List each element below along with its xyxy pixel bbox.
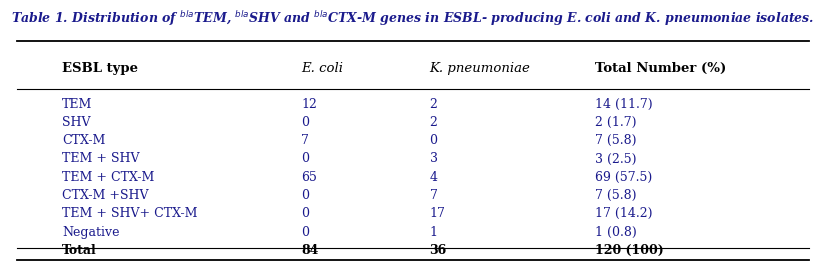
Text: 36: 36	[430, 244, 447, 257]
Text: 0: 0	[301, 226, 310, 239]
Text: 7 (5.8): 7 (5.8)	[595, 189, 636, 202]
Text: 2 (1.7): 2 (1.7)	[595, 116, 636, 129]
Text: 69 (57.5): 69 (57.5)	[595, 171, 652, 184]
Text: 14 (11.7): 14 (11.7)	[595, 98, 653, 111]
Text: Negative: Negative	[62, 226, 120, 239]
Text: 0: 0	[430, 134, 438, 147]
Text: 3 (2.5): 3 (2.5)	[595, 152, 636, 166]
Text: CTX-M: CTX-M	[62, 134, 106, 147]
Text: 7: 7	[301, 134, 310, 147]
Text: E. coli: E. coli	[301, 62, 344, 74]
Text: 17: 17	[430, 207, 445, 220]
Text: Table 1. Distribution of $^{bla}$TEM, $^{bla}$SHV and $^{bla}$CTX-M genes in ESB: Table 1. Distribution of $^{bla}$TEM, $^…	[12, 9, 814, 28]
Text: TEM + CTX-M: TEM + CTX-M	[62, 171, 154, 184]
Text: 120 (100): 120 (100)	[595, 244, 663, 257]
Text: 3: 3	[430, 152, 438, 166]
Text: 2: 2	[430, 116, 438, 129]
Text: 84: 84	[301, 244, 319, 257]
Text: TEM: TEM	[62, 98, 93, 111]
Text: 0: 0	[301, 207, 310, 220]
Text: 0: 0	[301, 189, 310, 202]
Text: 12: 12	[301, 98, 317, 111]
Text: Total Number (%): Total Number (%)	[595, 62, 726, 74]
Text: 4: 4	[430, 171, 438, 184]
Text: 2: 2	[430, 98, 438, 111]
Text: 1: 1	[430, 226, 438, 239]
Text: Total: Total	[62, 244, 97, 257]
Text: 0: 0	[301, 116, 310, 129]
Text: 65: 65	[301, 171, 317, 184]
Text: 7 (5.8): 7 (5.8)	[595, 134, 636, 147]
Text: ESBL type: ESBL type	[62, 62, 138, 74]
Text: SHV: SHV	[62, 116, 91, 129]
Text: TEM + SHV+ CTX-M: TEM + SHV+ CTX-M	[62, 207, 197, 220]
Text: CTX-M +SHV: CTX-M +SHV	[62, 189, 149, 202]
Text: 1 (0.8): 1 (0.8)	[595, 226, 637, 239]
Text: 7: 7	[430, 189, 438, 202]
Text: K. pneumoniae: K. pneumoniae	[430, 62, 530, 74]
Text: 17 (14.2): 17 (14.2)	[595, 207, 653, 220]
Text: TEM + SHV: TEM + SHV	[62, 152, 140, 166]
Text: 0: 0	[301, 152, 310, 166]
